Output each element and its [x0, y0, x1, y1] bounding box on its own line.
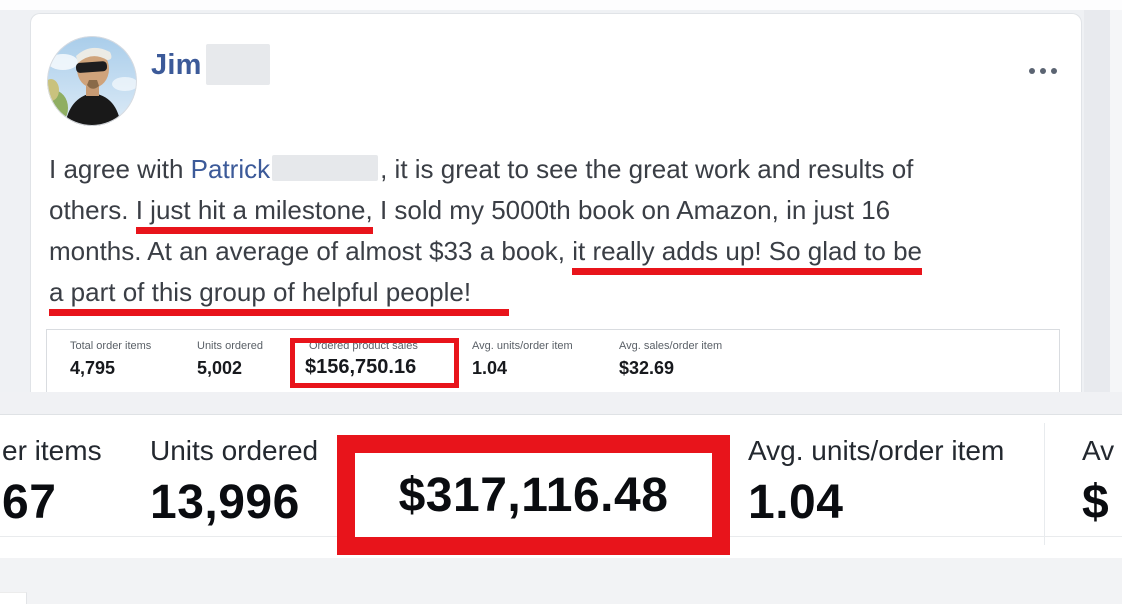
profile-photo-icon	[47, 36, 137, 126]
section-divider-band	[0, 392, 1122, 415]
post-text-segment: I just hit a milestone,	[135, 195, 373, 234]
stat-label: Avg. units/order item	[748, 435, 1005, 466]
post-text: I agree with Patrick , it is great to see…	[49, 149, 1069, 316]
stat-column: Avg. units/order item 1.04	[472, 330, 573, 392]
right-gutter	[1084, 10, 1110, 392]
stat-column: Units ordered 5,002	[197, 330, 263, 392]
footer-background	[0, 558, 1122, 604]
post-text-segment: I agree with	[49, 154, 191, 184]
stat-value: 1.04	[472, 358, 508, 378]
stat-column: Ordered product sales $156,750.16	[290, 330, 459, 392]
stat-value: $156,750.16	[305, 356, 417, 378]
stat-column: er items 67	[2, 415, 102, 530]
order-stats-panel: Total order items 4,795 Units ordered 5,002…	[46, 329, 1060, 393]
stat-value: $317,116.48	[398, 468, 669, 522]
post-menu-button[interactable]	[1029, 68, 1057, 74]
stat-label: Ordered product sales	[309, 340, 418, 352]
column-divider	[1044, 423, 1045, 545]
post-text-line: months. At an average of almost $33 a bo…	[49, 231, 1069, 275]
stat-value: $	[1082, 476, 1110, 529]
post-text-segment: , it is great to see the great work and …	[380, 154, 914, 184]
stat-value: 4,795	[70, 358, 116, 378]
stat-label: Avg. sales/order item	[619, 340, 723, 352]
post-text-segment: it really adds up! So glad to be	[572, 236, 922, 275]
stat-value: $32.69	[619, 358, 675, 378]
stat-column: Avg. units/order item 1.04	[748, 415, 1004, 530]
next-card-corner	[0, 592, 27, 604]
red-highlight-box: $317,116.48	[337, 435, 730, 555]
stat-column: Av $	[1082, 415, 1114, 530]
post-text-segment: others.	[49, 195, 136, 225]
red-highlight-box	[290, 338, 459, 388]
stat-label: er items	[2, 435, 102, 466]
stat-label: Av	[1082, 435, 1115, 466]
post-text-segment: months. At an average of almost $33 a bo…	[49, 236, 573, 266]
facebook-post-card: Jim I agree with Patrick , it is great to…	[30, 13, 1082, 393]
stat-value: 1.04	[748, 476, 844, 529]
stat-column: Avg. sales/order item $32.69	[619, 330, 722, 392]
stat-value: 13,996	[150, 476, 300, 529]
avatar[interactable]	[47, 36, 137, 126]
ellipsis-dot-icon	[1040, 68, 1046, 74]
post-text-line: a part of this group of helpful people!	[49, 272, 1069, 316]
redacted-surname-blur	[206, 44, 270, 85]
right-scrollbar-track[interactable]	[1110, 10, 1122, 392]
stat-value: 5,002	[197, 358, 243, 378]
ellipsis-dot-icon	[1029, 68, 1035, 74]
post-text-segment: I sold my 5000th book on Amazon, in just…	[372, 195, 891, 225]
zoomed-stats-section: er items 67 Units ordered 13,996 $317,116.48…	[0, 415, 1122, 558]
stat-value: 67	[2, 476, 57, 529]
redacted-name-blur	[272, 155, 379, 181]
post-text-segment: a part of this group of helpful people!	[49, 277, 510, 316]
ellipsis-dot-icon	[1051, 68, 1057, 74]
stat-label: Units ordered	[197, 340, 264, 352]
post-text-line: I agree with Patrick , it is great to see…	[49, 149, 1069, 190]
author-name[interactable]: Jim	[151, 49, 202, 81]
stat-label: Avg. units/order item	[472, 340, 573, 352]
post-text-line: others. I just hit a milestone, I sold m…	[49, 190, 1069, 234]
stat-column: Total order items 4,795	[70, 330, 151, 392]
mention-link[interactable]: Patrick	[190, 154, 271, 184]
stat-label: Total order items	[70, 340, 152, 352]
stat-label: Units ordered	[150, 435, 319, 466]
stat-column: Units ordered 13,996	[150, 415, 318, 530]
